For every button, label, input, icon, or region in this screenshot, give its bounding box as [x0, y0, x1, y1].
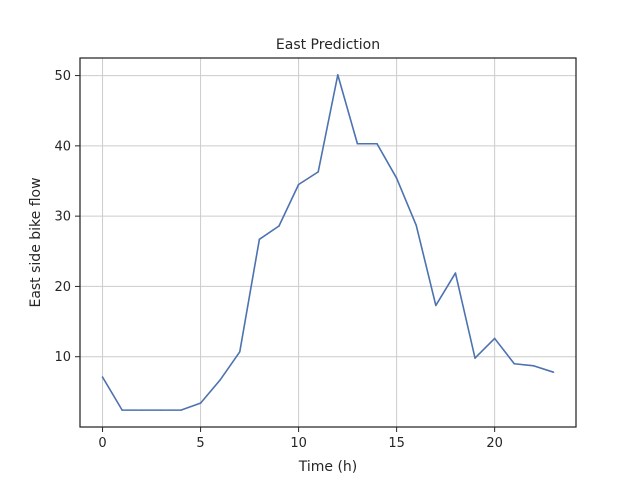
grid [80, 58, 576, 427]
data-point [101, 376, 104, 378]
data-point [199, 402, 202, 404]
x-tick-label: 5 [196, 436, 204, 451]
data-point [140, 409, 143, 411]
data-point [258, 238, 261, 241]
y-tick-label: 30 [54, 210, 71, 225]
data-point [376, 142, 378, 145]
data-point [454, 272, 457, 274]
data-point [474, 357, 476, 359]
data-point [278, 225, 280, 227]
data-point [513, 362, 516, 365]
y-axis-label: East side bike flow [28, 177, 44, 307]
data-point [533, 365, 535, 367]
data-point [160, 409, 163, 411]
data-point [356, 142, 359, 145]
data-point [552, 371, 555, 373]
data-point [337, 74, 339, 76]
data-point [415, 224, 418, 227]
y-tick-label: 50 [54, 69, 71, 84]
data-point [121, 409, 123, 411]
x-tick-label: 0 [98, 436, 106, 451]
series-layer [101, 74, 555, 411]
y-tick-label: 20 [54, 280, 71, 295]
y-tick-label: 40 [54, 139, 71, 154]
data-point [435, 304, 437, 307]
plot-frame [79, 57, 577, 428]
x-tick-label: 15 [388, 436, 405, 451]
data-point [317, 171, 319, 173]
x-tick-label: 20 [486, 436, 503, 451]
x-axis-label: Time (h) [298, 459, 358, 475]
y-tick-label: 10 [54, 350, 71, 365]
data-point [493, 337, 496, 340]
data-point [180, 409, 182, 411]
axis-ticks: 0 5 10 15 20 10 20 30 40 50 [54, 69, 502, 451]
x-tick-label: 10 [290, 436, 307, 451]
data-point [219, 379, 221, 381]
data-point [238, 350, 241, 353]
data-point [395, 177, 398, 179]
series-line [101, 74, 554, 411]
chart-title: East Prediction [276, 37, 380, 53]
data-point [297, 183, 300, 186]
